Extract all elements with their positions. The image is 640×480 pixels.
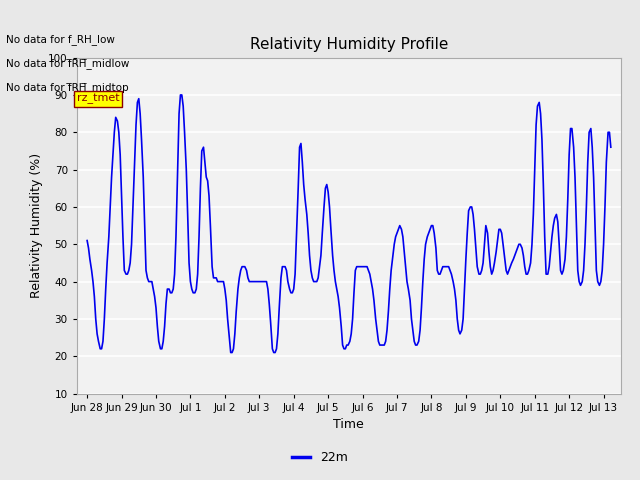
X-axis label: Time: Time — [333, 418, 364, 431]
Legend: 22m: 22m — [287, 446, 353, 469]
Text: No data for f̅RH̅_midtop: No data for f̅RH̅_midtop — [6, 82, 129, 93]
Text: No data for f̅RH̅_midlow: No data for f̅RH̅_midlow — [6, 58, 130, 69]
Title: Relativity Humidity Profile: Relativity Humidity Profile — [250, 37, 448, 52]
Text: No data for f_RH_low: No data for f_RH_low — [6, 34, 115, 45]
Y-axis label: Relativity Humidity (%): Relativity Humidity (%) — [29, 153, 43, 298]
Text: rz_tmet: rz_tmet — [77, 94, 120, 104]
